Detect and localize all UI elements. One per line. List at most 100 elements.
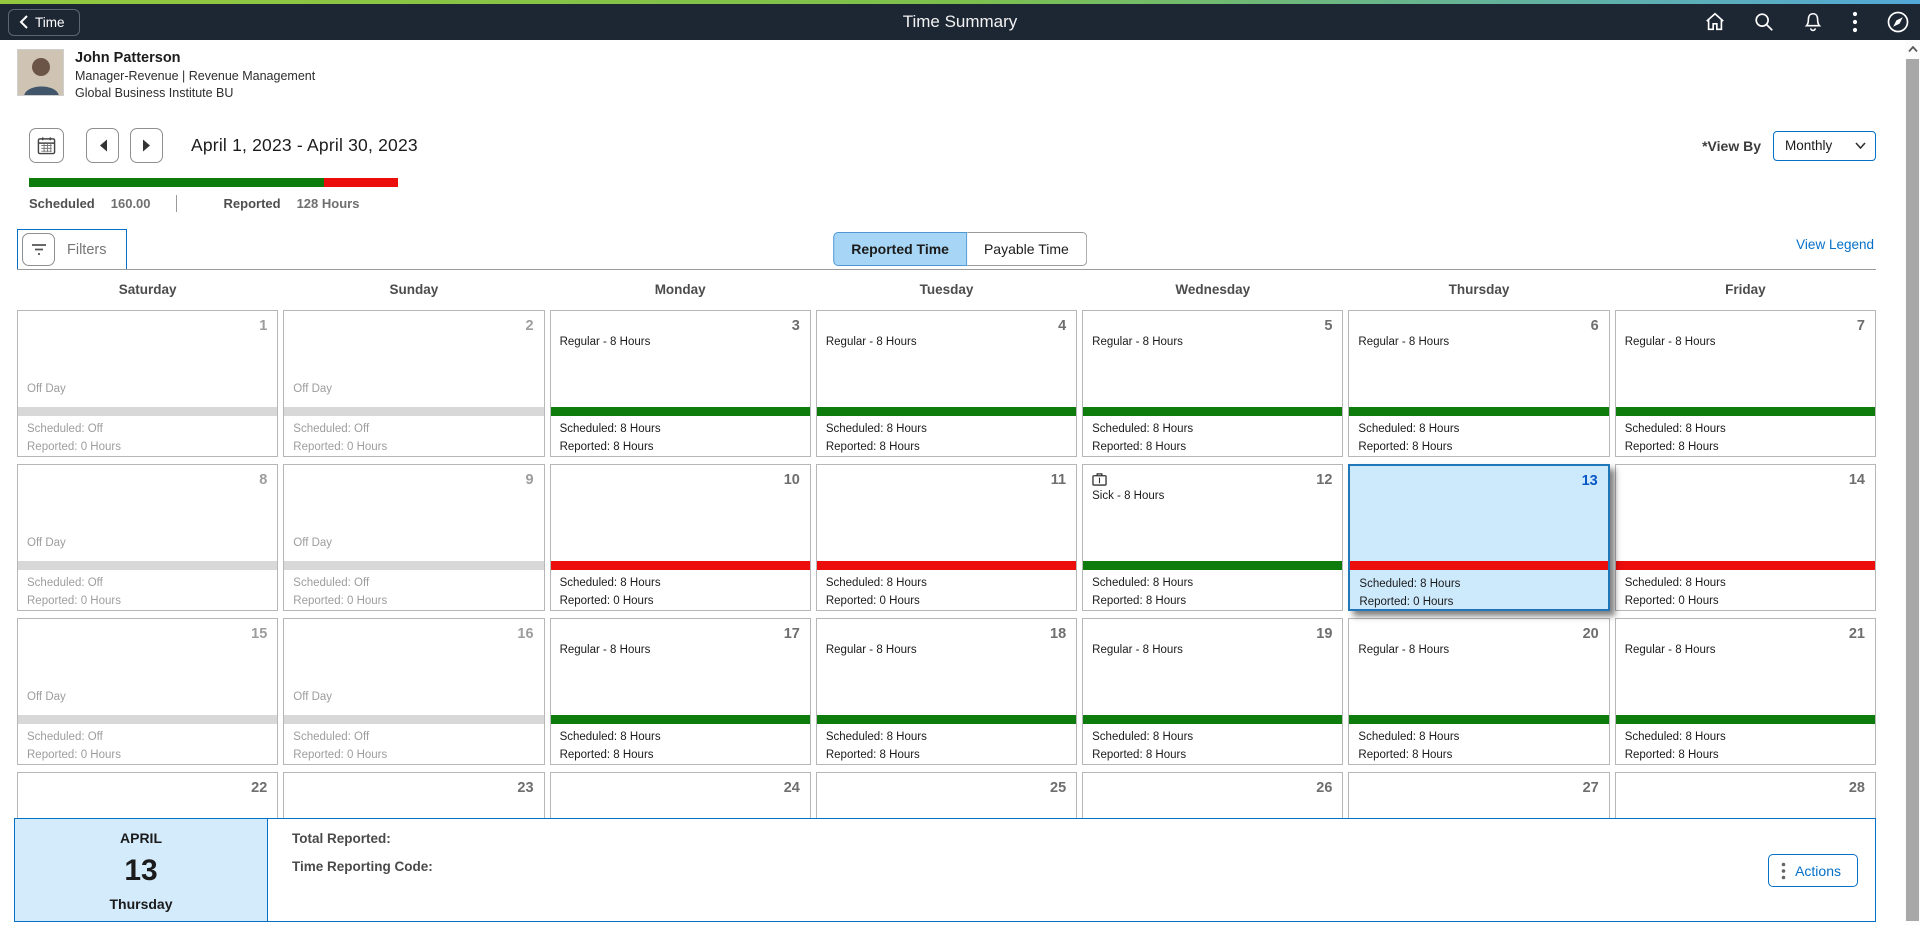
- time-entry-label: Regular - 8 Hours: [1092, 336, 1183, 348]
- status-bar: [1083, 561, 1343, 570]
- calendar-day-cell[interactable]: 14 Scheduled: 8 Hours Reported: 0 Hours: [1614, 464, 1876, 611]
- day-number: 25: [1050, 780, 1067, 796]
- calendar-day-cell[interactable]: 7 Regular - 8 Hours Scheduled: 8 Hours Repo…: [1614, 310, 1876, 457]
- employee-name: John Patterson: [75, 50, 181, 66]
- reported-hours-label: Reported: 0 Hours: [27, 595, 121, 607]
- filter-icon: [22, 233, 55, 266]
- vertical-scrollbar[interactable]: [1905, 40, 1920, 925]
- next-period-button[interactable]: [130, 128, 163, 163]
- status-bar: [1615, 715, 1875, 724]
- employee-header: John Patterson Manager-Revenue | Revenue…: [17, 49, 1920, 100]
- scheduled-hours-label: Scheduled: 8 Hours: [559, 731, 661, 743]
- scheduled-hours-label: Scheduled: 8 Hours: [1624, 731, 1726, 743]
- actions-button[interactable]: Actions: [1768, 854, 1858, 887]
- scheduled-hours-label: Scheduled: 8 Hours: [559, 423, 661, 435]
- calendar-day-cell[interactable]: 8 Off Day Scheduled: Off Reported: 0 Hours: [17, 464, 279, 611]
- chevron-left-icon: [19, 15, 28, 29]
- view-legend-link[interactable]: View Legend: [1796, 237, 1874, 252]
- calendar-day-cell[interactable]: 15 Off Day Scheduled: Off Reported: 0 Hours: [17, 618, 279, 765]
- calendar-day-cell[interactable]: 6 Regular - 8 Hours Scheduled: 8 Hours Repo…: [1348, 310, 1610, 457]
- day-number: 14: [1848, 472, 1865, 488]
- reported-hours-label: Reported: 8 Hours: [559, 749, 654, 761]
- date-range-label: April 1, 2023 - April 30, 2023: [191, 135, 418, 155]
- time-entry-label: Regular - 8 Hours: [1624, 644, 1716, 656]
- calendar-day-cell[interactable]: 18 Regular - 8 Hours Scheduled: 8 Hours Rep…: [815, 618, 1078, 765]
- day-number: 15: [251, 626, 268, 642]
- time-entry-label: Regular - 8 Hours: [559, 644, 651, 656]
- scheduled-label: Scheduled: [29, 196, 95, 211]
- day-number: 2: [525, 318, 534, 334]
- back-button[interactable]: Time: [8, 8, 80, 36]
- calendar-day-cell[interactable]: 21 Regular - 8 Hours Scheduled: 8 Hours Rep…: [1614, 618, 1876, 765]
- status-bar: [1615, 407, 1875, 416]
- calendar-day-cell[interactable]: 3 Regular - 8 Hours Scheduled: 8 Hours Repo…: [549, 310, 811, 457]
- scrollbar-thumb[interactable]: [1906, 59, 1919, 921]
- status-bar: [284, 407, 544, 416]
- status-bar: [18, 407, 278, 416]
- status-bar: [284, 715, 544, 724]
- time-entry-label: Sick - 8 Hours: [1092, 490, 1165, 502]
- calendar-day-cell[interactable]: 11 Scheduled: 8 Hours Reported: 0 Hours: [815, 464, 1078, 611]
- time-entry-label: Regular - 8 Hours: [1358, 336, 1450, 348]
- day-number: 23: [517, 780, 534, 796]
- time-entry-label: Off Day: [293, 383, 333, 395]
- day-number: 10: [783, 472, 800, 488]
- brand-gradient-strip: [0, 0, 1920, 4]
- reported-hours-label: Reported: 8 Hours: [1092, 749, 1187, 761]
- calendar-day-cell[interactable]: 17 Regular - 8 Hours Scheduled: 8 Hours Rep…: [549, 618, 811, 765]
- reported-hours-label: Reported: 8 Hours: [1358, 749, 1453, 761]
- status-bar: [1615, 561, 1875, 570]
- notifications-bell-icon[interactable]: [1802, 11, 1824, 33]
- scheduled-hours-label: Scheduled: 8 Hours: [1092, 577, 1194, 589]
- filters-button[interactable]: Filters: [17, 229, 128, 270]
- day-number: 24: [783, 780, 800, 796]
- navbar-compass-icon[interactable]: [1886, 10, 1910, 34]
- calendar-day-cell[interactable]: 2 Off Day Scheduled: Off Reported: 0 Hours: [283, 310, 545, 457]
- avatar-photo: [18, 50, 63, 95]
- scheduled-hours-label: Scheduled: 8 Hours: [1359, 578, 1461, 590]
- calendar-day-cell[interactable]: 13 Scheduled: 8 Hours Reported: 0 Hours: [1348, 464, 1610, 611]
- time-entry-label: Regular - 8 Hours: [825, 336, 917, 348]
- calendar-picker-button[interactable]: [29, 128, 64, 163]
- employee-business-unit: Global Business Institute BU: [75, 86, 234, 100]
- view-by-select[interactable]: Monthly: [1773, 130, 1876, 161]
- filters-button-label: Filters: [67, 241, 107, 258]
- calendar-day-cell[interactable]: 12 Sick - 8 Hours Scheduled: 8 Hours Report…: [1082, 464, 1344, 611]
- calendar-day-cell[interactable]: 9 Off Day Scheduled: Off Reported: 0 Hours: [283, 464, 545, 611]
- day-header-monday: Monday: [654, 282, 706, 297]
- status-bar: [550, 407, 810, 416]
- selected-day-panel: APRIL 13 Thursday Total Reported: Time R…: [14, 818, 1876, 922]
- calendar-day-cell[interactable]: 20 Regular - 8 Hours Scheduled: 8 Hours Rep…: [1348, 618, 1610, 765]
- more-actions-icon[interactable]: [1851, 10, 1859, 34]
- day-number: 18: [1050, 626, 1067, 642]
- calendar-toolbar: Filters Reported Time Payable Time View …: [0, 229, 1920, 270]
- day-number: 13: [1581, 473, 1598, 489]
- hours-summary: Scheduled 160.00 Reported 128 Hours: [29, 178, 398, 212]
- tab-reported-time[interactable]: Reported Time: [833, 232, 967, 266]
- time-entry-label: Off Day: [27, 383, 66, 395]
- search-icon[interactable]: [1753, 11, 1775, 33]
- calendar-day-cell[interactable]: 4 Regular - 8 Hours Scheduled: 8 Hours Repo…: [815, 310, 1078, 457]
- day-header-friday: Friday: [1725, 282, 1766, 297]
- day-number: 3: [791, 318, 800, 334]
- scheduled-hours-label: Scheduled: Off: [27, 577, 103, 589]
- reported-hours-label: Reported: 8 Hours: [825, 441, 920, 453]
- calendar-day-cell[interactable]: 10 Scheduled: 8 Hours Reported: 0 Hours: [549, 464, 811, 611]
- day-number: 16: [517, 626, 534, 642]
- day-header-thursday: Thursday: [1448, 282, 1510, 297]
- calendar-day-cell[interactable]: 1 Off Day Scheduled: Off Reported: 0 Hours: [17, 310, 279, 457]
- day-number: 12: [1316, 472, 1333, 488]
- day-number: 22: [251, 780, 268, 796]
- day-number: 28: [1848, 780, 1865, 796]
- calendar-day-cell[interactable]: 16 Off Day Scheduled: Off Reported: 0 Hours: [283, 618, 545, 765]
- calendar-day-cell[interactable]: 19 Regular - 8 Hours Scheduled: 8 Hours Rep…: [1082, 618, 1344, 765]
- calendar-day-cell[interactable]: 5 Regular - 8 Hours Scheduled: 8 Hours Repo…: [1082, 310, 1344, 457]
- reported-hours-label: Reported: 8 Hours: [1358, 441, 1453, 453]
- scroll-up-arrow[interactable]: [1905, 40, 1920, 57]
- home-icon[interactable]: [1704, 11, 1726, 33]
- scheduled-hours-label: Scheduled: 8 Hours: [1092, 423, 1194, 435]
- previous-period-button[interactable]: [86, 128, 119, 163]
- tab-payable-time[interactable]: Payable Time: [966, 232, 1087, 266]
- reported-hours-label: Reported: 8 Hours: [559, 441, 654, 453]
- view-by-selected-value: Monthly: [1785, 138, 1833, 153]
